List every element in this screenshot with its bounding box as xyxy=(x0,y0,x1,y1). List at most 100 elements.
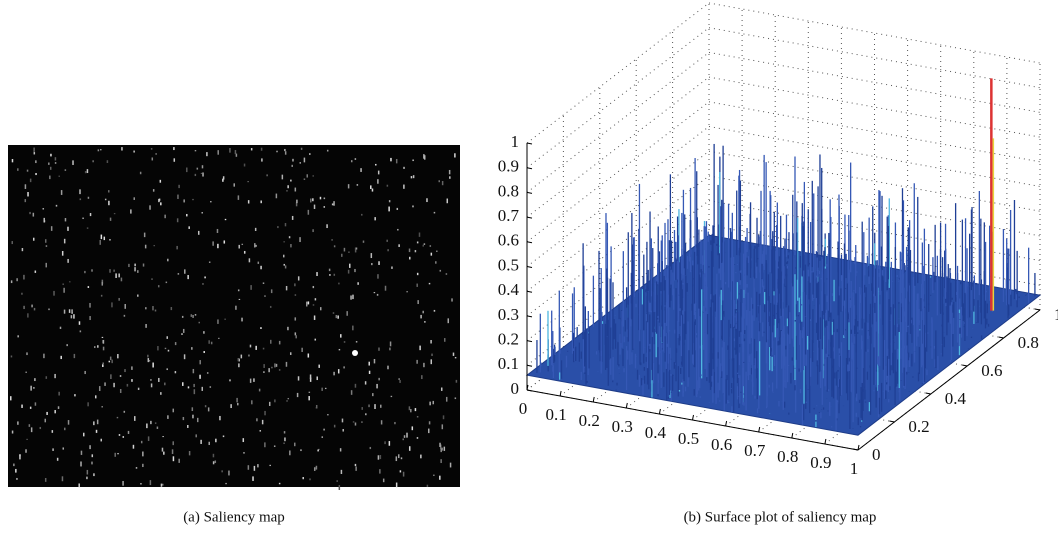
speckle xyxy=(11,430,14,434)
speckle xyxy=(233,183,235,187)
speckle xyxy=(145,323,147,328)
speckle xyxy=(354,158,357,160)
speckle xyxy=(361,421,363,423)
speckle xyxy=(362,240,365,243)
tick-mark xyxy=(998,336,1004,339)
speckle xyxy=(199,374,201,379)
speckle xyxy=(161,483,164,486)
tick-mark xyxy=(526,142,533,145)
speckle xyxy=(187,386,190,389)
speckle xyxy=(443,446,446,451)
speckle xyxy=(54,162,57,164)
speckle xyxy=(409,256,411,260)
speckle xyxy=(118,297,120,301)
speckle xyxy=(389,341,392,347)
speckle xyxy=(109,217,112,221)
speckle xyxy=(31,304,33,308)
speckle xyxy=(440,387,443,391)
speckle xyxy=(212,453,215,458)
speckle xyxy=(340,334,342,338)
speckle xyxy=(83,432,85,437)
speckle xyxy=(10,280,13,284)
speckle xyxy=(234,150,237,155)
speckle xyxy=(181,333,183,335)
speckle xyxy=(143,232,146,238)
speckle xyxy=(188,226,190,229)
speckle xyxy=(414,250,417,253)
speckle xyxy=(192,198,194,201)
speckle xyxy=(197,230,200,235)
speckle xyxy=(331,239,333,241)
tick-mark xyxy=(692,414,694,421)
surface xyxy=(525,78,1042,436)
speckle xyxy=(286,190,288,192)
speckle xyxy=(194,314,197,316)
speckle xyxy=(149,480,152,486)
speckle xyxy=(68,309,71,313)
speckle xyxy=(208,340,210,344)
speckle xyxy=(82,217,84,220)
speckle xyxy=(235,153,238,157)
speckle xyxy=(411,426,414,431)
speckle xyxy=(371,188,374,192)
speckle xyxy=(289,450,291,456)
speckle xyxy=(382,478,385,483)
speckle xyxy=(430,252,433,256)
tick-mark xyxy=(526,191,533,194)
speckle xyxy=(94,346,96,349)
speckle xyxy=(443,338,446,342)
speckle xyxy=(79,189,81,195)
grid-line xyxy=(708,126,1041,187)
speckle xyxy=(69,281,71,283)
speckle xyxy=(451,298,453,302)
speckle xyxy=(174,371,177,374)
speckle xyxy=(33,147,35,152)
speckle xyxy=(108,360,111,363)
speckle xyxy=(238,244,240,249)
speckle xyxy=(247,465,250,470)
speckle xyxy=(420,314,422,319)
speckle xyxy=(224,318,226,320)
speckle xyxy=(13,463,15,467)
speckle xyxy=(34,402,37,406)
speckle xyxy=(182,382,184,386)
speckle xyxy=(212,461,215,465)
speckle xyxy=(241,317,243,322)
speckle xyxy=(225,482,227,485)
speckle xyxy=(357,282,359,285)
speckle xyxy=(356,184,359,186)
z-tick-label: 0.5 xyxy=(498,255,519,274)
speckle xyxy=(365,413,367,416)
speckle xyxy=(429,401,431,406)
y-tick-label: 0.6 xyxy=(981,361,1002,380)
speckle xyxy=(416,437,419,439)
tick-mark xyxy=(725,420,728,427)
speckle xyxy=(17,335,19,338)
speckle xyxy=(260,200,262,204)
speckle xyxy=(100,149,102,151)
speckle xyxy=(214,460,217,464)
speckle xyxy=(71,309,73,312)
tick-mark xyxy=(526,216,533,219)
speckle xyxy=(315,465,318,470)
speckle xyxy=(222,176,225,180)
speckle xyxy=(64,169,67,171)
speckle xyxy=(101,406,103,408)
speckle xyxy=(354,463,357,467)
tick-mark xyxy=(526,340,533,343)
speckle xyxy=(428,421,431,425)
speckle xyxy=(299,237,301,243)
z-tick-label: 0.1 xyxy=(498,354,519,373)
speckle xyxy=(161,447,164,452)
speckle xyxy=(140,440,143,444)
speckle xyxy=(72,160,74,165)
speckle xyxy=(203,351,205,354)
speckle xyxy=(433,309,436,312)
speckle xyxy=(291,164,293,167)
speckle xyxy=(43,217,45,223)
speckle xyxy=(445,396,448,402)
speckle xyxy=(284,151,287,155)
speckle xyxy=(313,204,316,209)
speckle xyxy=(428,282,431,285)
speckle xyxy=(29,211,31,215)
